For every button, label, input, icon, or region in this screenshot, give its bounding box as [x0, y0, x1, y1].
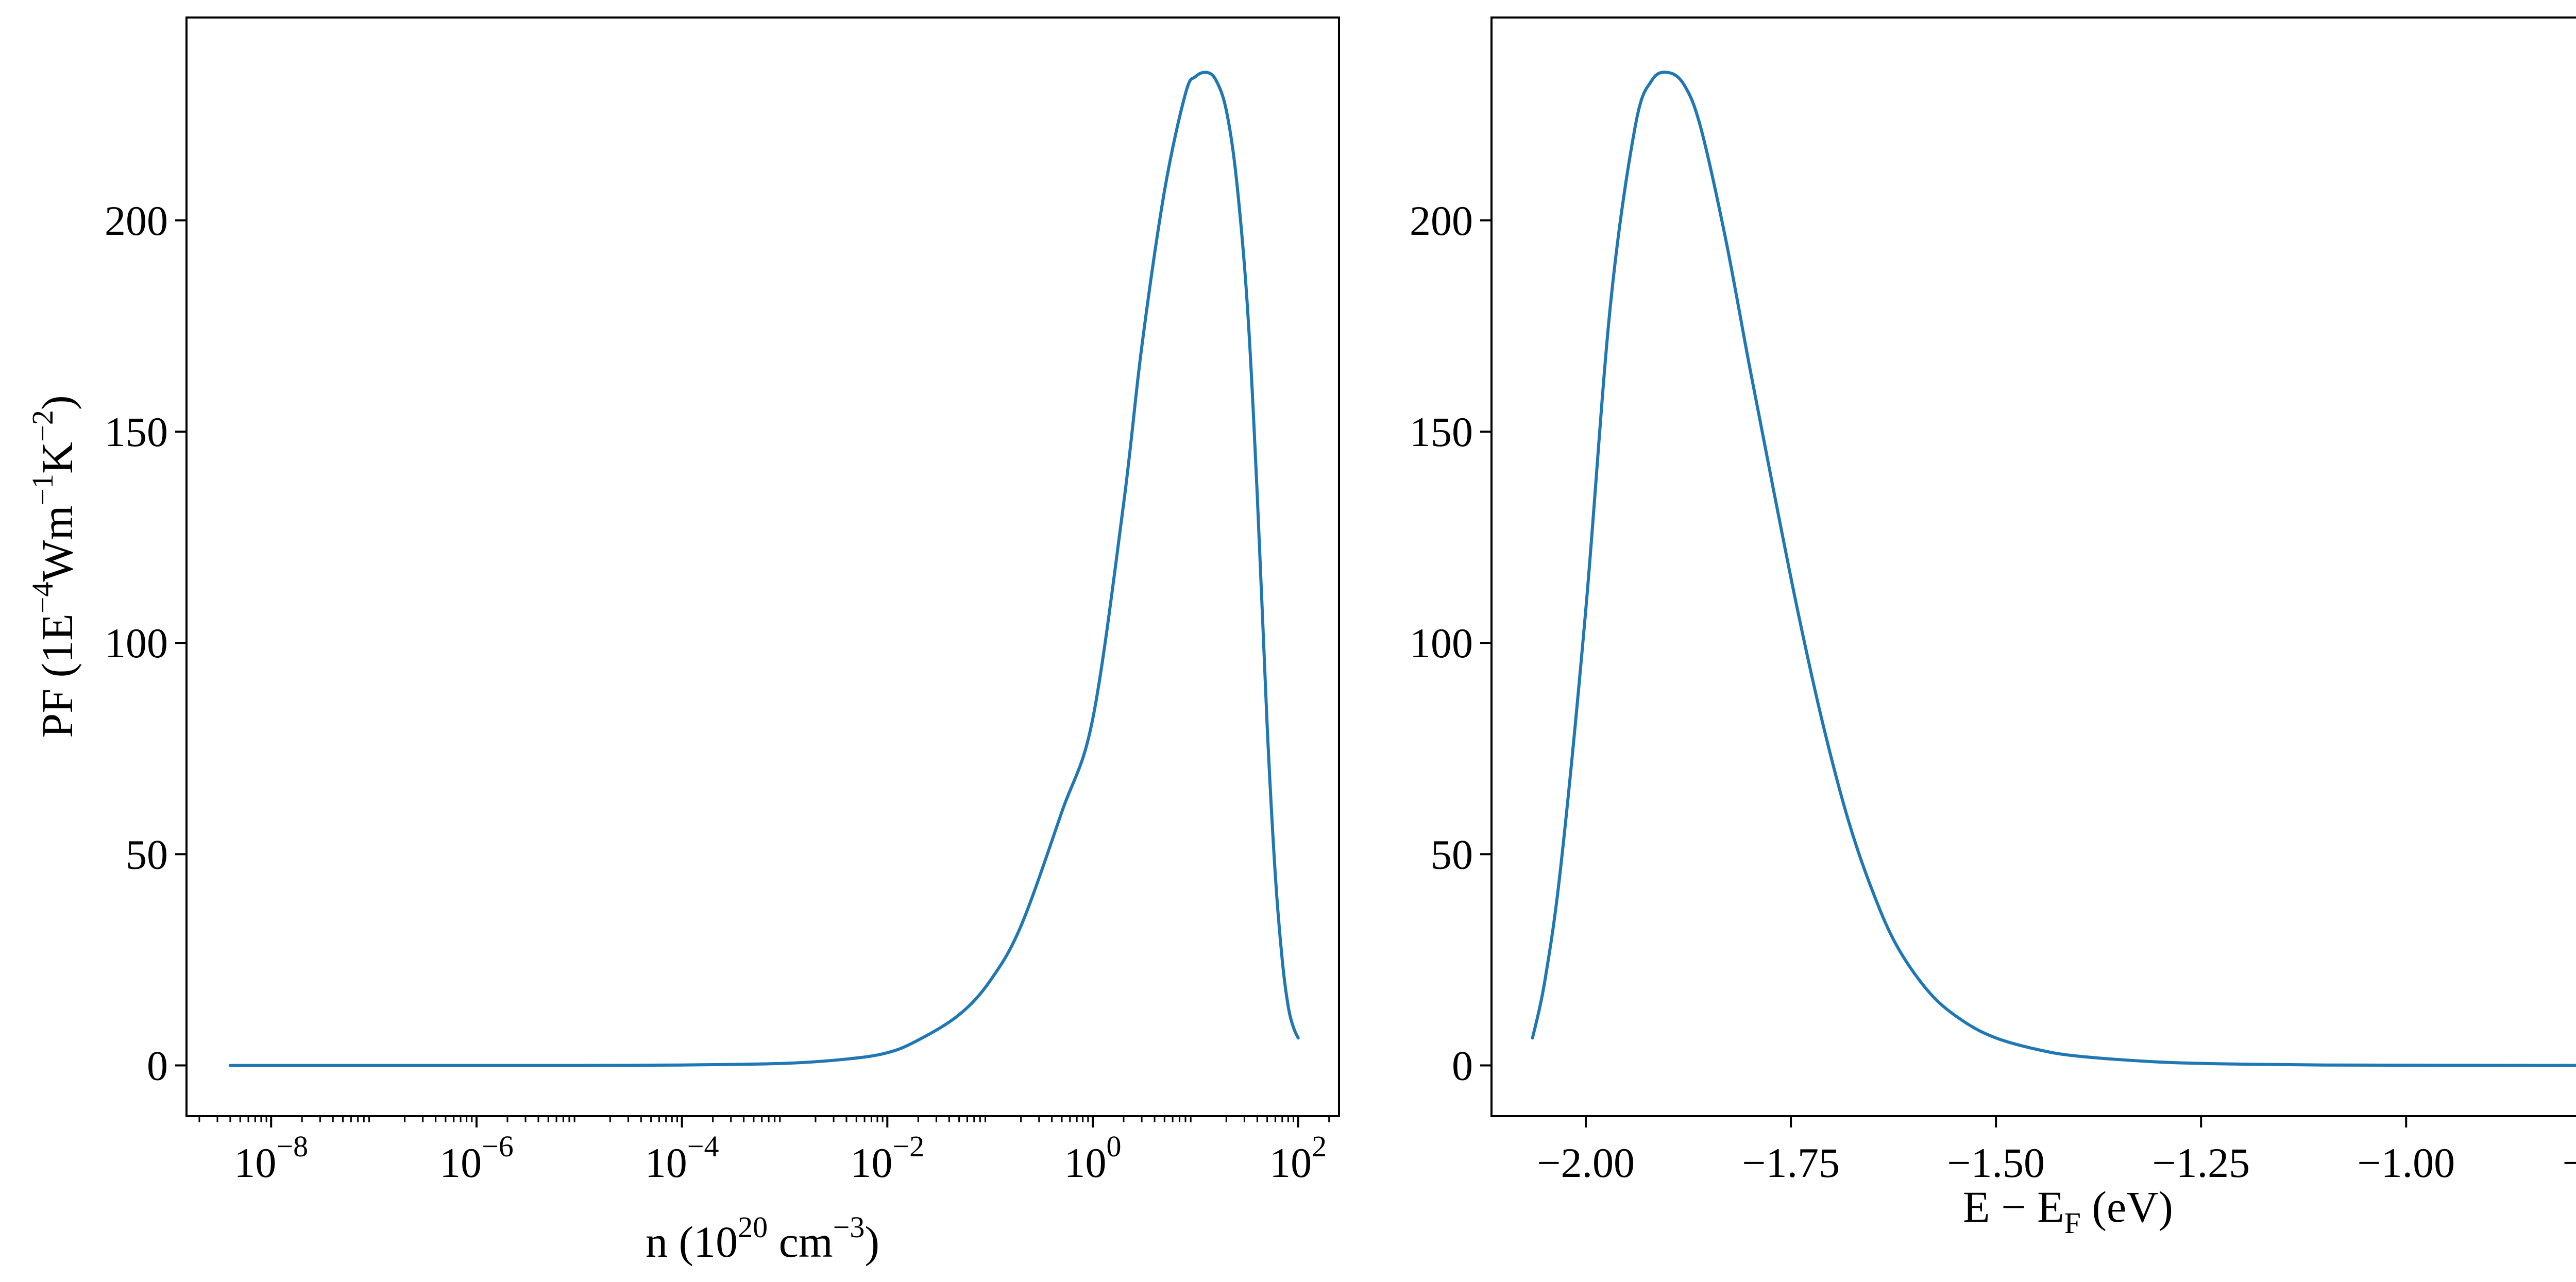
left-y-tick-label: 200 — [105, 197, 168, 244]
left-x-tick-label: 10−6 — [439, 1130, 514, 1186]
left-x-tick-label: 10−4 — [645, 1130, 719, 1186]
right-plot-frame — [1490, 16, 2576, 1117]
right-y-tick-label: 100 — [1410, 620, 1473, 666]
left-x-tick-label: 10−8 — [234, 1130, 308, 1186]
right-x-axis-label: E − EF (eV) — [1963, 1182, 2173, 1240]
left-y-tick-label: 100 — [105, 620, 168, 666]
left-x-tick-label: 100 — [1064, 1130, 1121, 1186]
right-x-tick-label: −2.00 — [1537, 1139, 1635, 1186]
left-x-axis-label: n (1020 cm−3) — [646, 1210, 879, 1267]
right-y-tick-label: 200 — [1410, 197, 1473, 244]
left-y-ticks: 0 50 100 150 200 — [105, 197, 187, 1089]
left-x-ticks: 10−8 10−6 10−4 10−2 100 102 — [198, 1116, 1330, 1186]
right-y-tick-label: 150 — [1410, 408, 1473, 455]
right-x-tick-label: −1.75 — [1742, 1139, 1840, 1186]
left-y-axis-label: PF (1E−4Wm−1K−2) — [26, 395, 82, 738]
left-y-tick-label: 50 — [126, 831, 168, 878]
right-x-tick-label: −1.00 — [2357, 1139, 2455, 1186]
right-y-tick-label: 50 — [1431, 831, 1473, 878]
right-x-tick-label: −1.25 — [2152, 1139, 2250, 1186]
right-x-ticks: −2.00 −1.75 −1.50 −1.25 −1.00 −0.75 — [1537, 1116, 2576, 1186]
right-y-ticks: 0 50 100 150 200 — [1410, 197, 1492, 1089]
left-y-tick-label: 0 — [147, 1042, 168, 1089]
left-y-tick-label: 150 — [105, 408, 168, 455]
right-panel: −2.00 −1.75 −1.50 −1.25 −1.00 −0.75 0 50 100 150… — [1410, 16, 2576, 1240]
left-plot-frame — [185, 16, 1340, 1117]
right-y-tick-label: 0 — [1452, 1042, 1473, 1089]
right-series-line — [1531, 71, 2576, 1067]
left-x-tick-label: 10−2 — [850, 1130, 924, 1186]
right-x-tick-label: −1.50 — [1947, 1139, 2045, 1186]
right-x-tick-label: −0.75 — [2562, 1139, 2576, 1186]
left-panel: 10−8 10−6 10−4 10−2 100 102 0 50 100 150 200 n (1… — [26, 16, 1340, 1267]
left-series-line — [228, 71, 1300, 1067]
left-x-tick-label: 102 — [1269, 1130, 1327, 1186]
